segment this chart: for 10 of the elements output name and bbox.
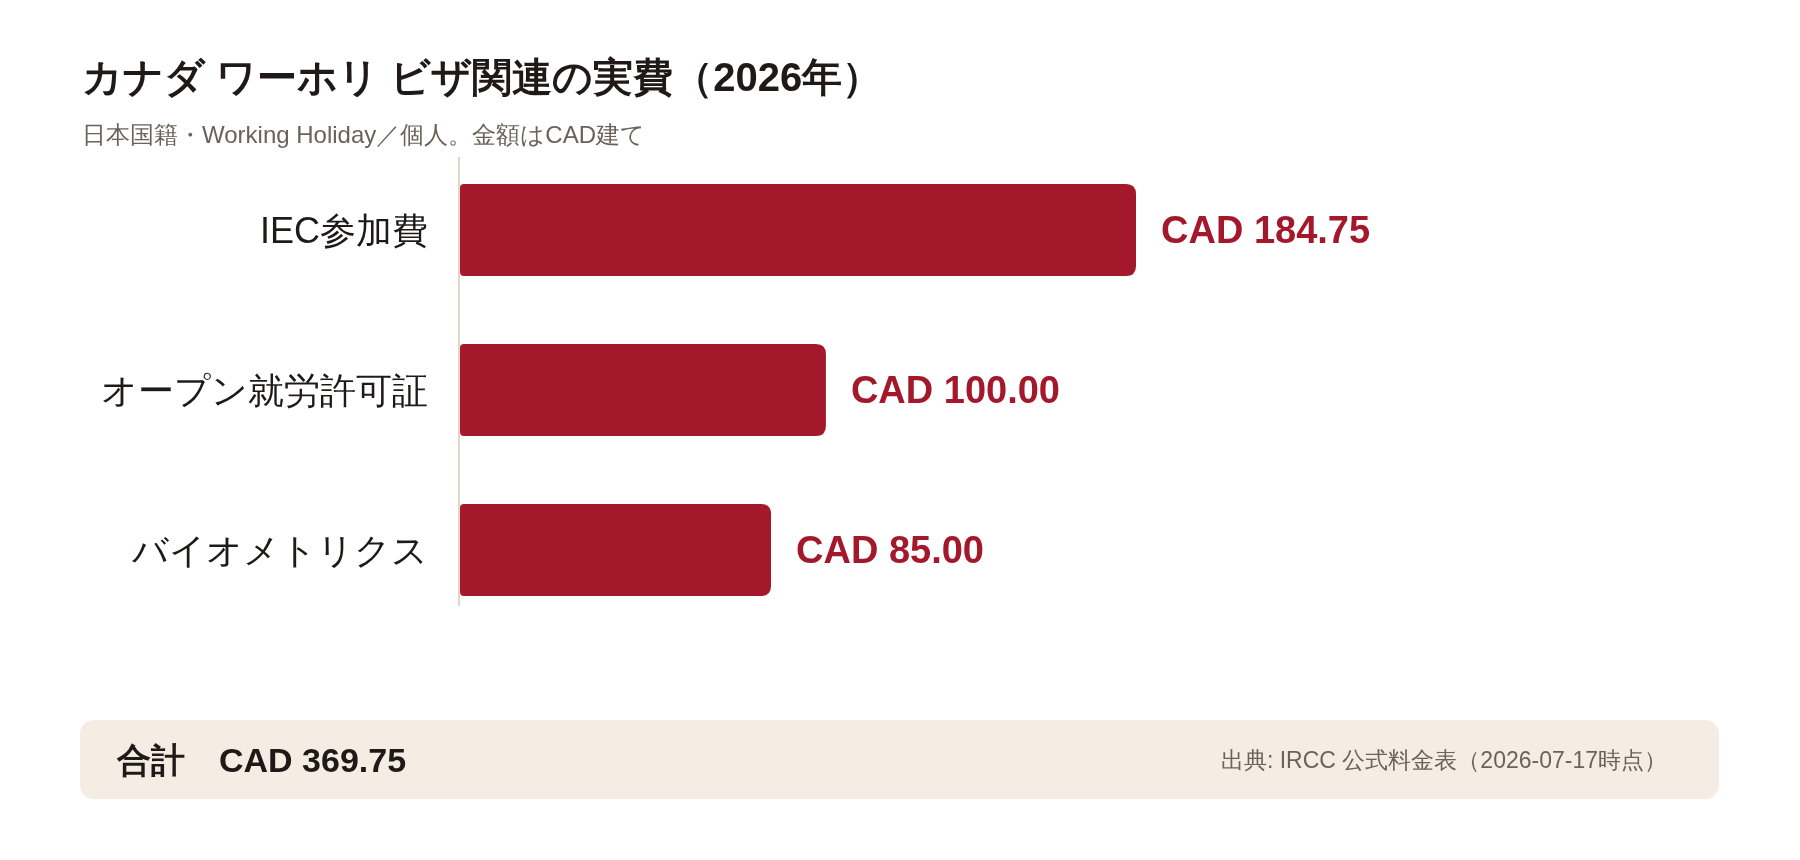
y-tick-label: オープン就労許可証 <box>101 369 428 411</box>
data-label: CAD 184.75 <box>1161 209 1371 251</box>
y-tick-label: IEC参加費 <box>259 209 428 251</box>
text: 合計 CAD 369.75 <box>116 741 407 779</box>
data-label: CAD 100.00 <box>850 369 1061 411</box>
y-tick-label: バイオメトリクス <box>131 529 428 571</box>
chart-title: カナダ ワーホリ ビザ関連の実費（2026年） <box>82 55 883 99</box>
data-label: CAD 85.00 <box>796 529 984 571</box>
chart-subtitle: 日本国籍・Working Holiday／個人。金額はCAD建て <box>82 121 645 148</box>
source-note: 出典: IRCC 公式料金表（2026-07-17時点） <box>1220 747 1667 773</box>
